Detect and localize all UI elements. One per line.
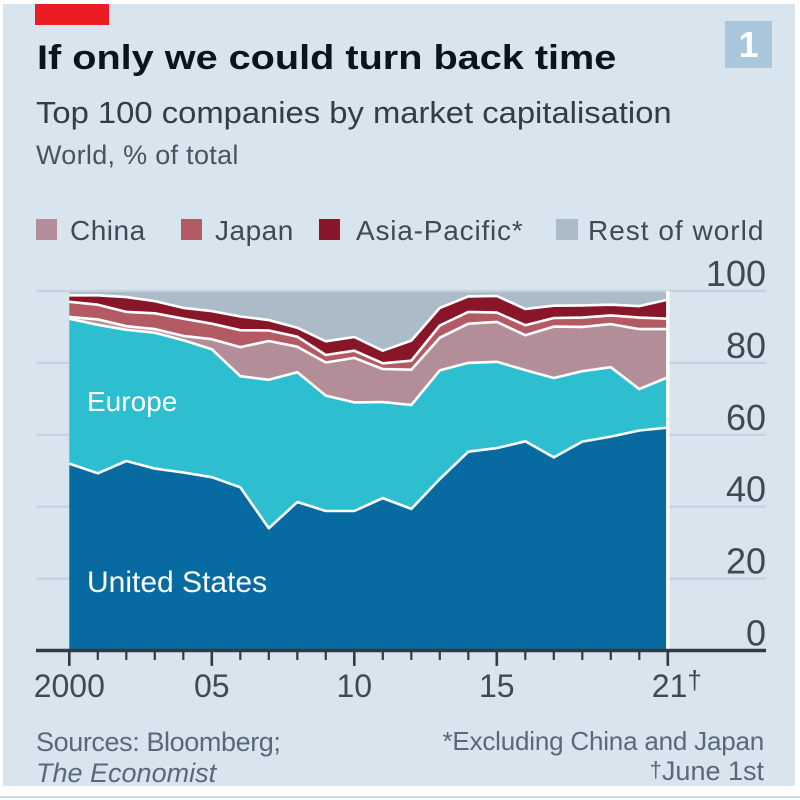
svg-text:60: 60 <box>726 397 766 438</box>
svg-text:15: 15 <box>479 668 515 704</box>
svg-text:Europe: Europe <box>87 386 177 417</box>
svg-text:2000: 2000 <box>34 668 105 704</box>
svg-text:05: 05 <box>194 668 230 704</box>
svg-text:0: 0 <box>746 613 766 654</box>
svg-text:21†: 21† <box>652 665 702 704</box>
svg-text:United States: United States <box>87 566 267 599</box>
svg-text:80: 80 <box>726 325 766 366</box>
svg-text:10: 10 <box>337 668 373 704</box>
svg-text:100: 100 <box>706 253 766 294</box>
svg-text:40: 40 <box>726 469 766 510</box>
svg-text:20: 20 <box>726 541 766 582</box>
